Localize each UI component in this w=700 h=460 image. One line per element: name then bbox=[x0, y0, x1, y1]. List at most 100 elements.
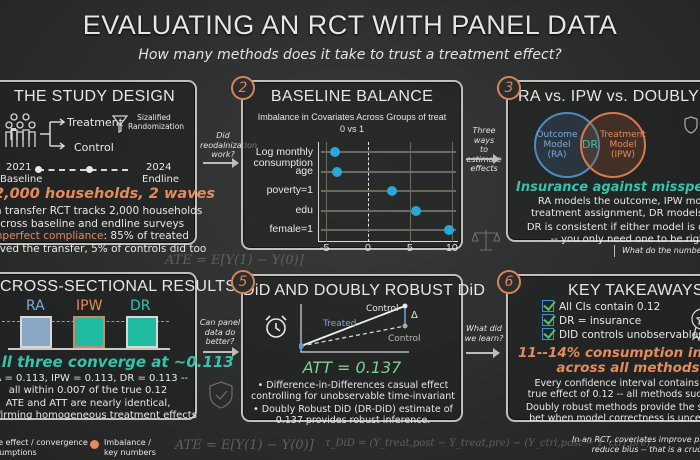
timeline-end-label: Endline bbox=[142, 174, 180, 185]
methods-text: RA models the outcome, IPW models treatm… bbox=[526, 196, 700, 245]
shield-icon bbox=[684, 116, 698, 134]
panel-study-design: THE STUDY DESIGN Treatment Control Sizal… bbox=[0, 80, 216, 255]
panel-title: RA vs. IPW vs. DOUBLY ROBUST bbox=[518, 88, 700, 105]
study-headline: 2,000 households, 2 waves bbox=[0, 186, 216, 202]
x-tick: 0 bbox=[365, 242, 371, 254]
funnel-icon bbox=[112, 115, 128, 133]
arrow-down-icon bbox=[614, 245, 615, 257]
data-point bbox=[444, 225, 454, 235]
bar-label-ipw: IPW bbox=[76, 298, 103, 314]
shield-check-icon bbox=[209, 381, 233, 409]
data-point bbox=[411, 206, 421, 216]
formula-ate-bottom: ATE = E[Y(1) − Y(0)] bbox=[175, 438, 314, 453]
did-text: • Difference-in-Differences casual effec… bbox=[250, 380, 456, 426]
gridline-v bbox=[326, 142, 327, 242]
legend-item-true-effect: True effect / convergence assumptions bbox=[0, 438, 88, 457]
arrow-right-icon bbox=[203, 158, 239, 168]
methods-headline: Insurance against misspecification bbox=[516, 180, 700, 195]
connector-label-4: Can panel data do better? bbox=[199, 318, 241, 346]
step-badge-2: 2 bbox=[231, 76, 255, 100]
study-text: Cash transfer RCT tracks 2,000 household… bbox=[0, 205, 207, 255]
checklist-item: DR = insurance bbox=[542, 314, 700, 328]
panel-methods: RA vs. IPW vs. DOUBLY ROBUST Outcome Mod… bbox=[506, 80, 700, 245]
did-delta: Δ bbox=[411, 310, 418, 321]
gridline-v bbox=[452, 142, 453, 242]
step-badge-5: 5 bbox=[231, 270, 255, 294]
venn-circle-ipw bbox=[580, 112, 646, 178]
branch-control-label: Control bbox=[74, 141, 114, 154]
panel-takeaways: KEY TAKEAWAYS All CIs contain 0.12 DR = … bbox=[506, 274, 700, 424]
gridline-row bbox=[321, 229, 456, 231]
timeline-dot bbox=[35, 166, 42, 173]
bar-ipw bbox=[73, 316, 105, 348]
bar-label-ra: RA bbox=[26, 298, 45, 314]
did-label-treated: Treated bbox=[323, 319, 357, 329]
panel-baseline-balance: BASELINE BALANCE Imbalance in Covariates… bbox=[241, 80, 463, 254]
x-tick: -5 bbox=[320, 242, 330, 254]
timeline-end-year: 2024 bbox=[146, 162, 172, 173]
step-badge-3: 3 bbox=[497, 76, 521, 100]
row-label: poverty=1 bbox=[266, 184, 313, 196]
branch-arrows-icon bbox=[40, 118, 66, 150]
panel-title: KEY TAKEAWAYS bbox=[568, 282, 700, 299]
panel-title: BASELINE BALANCE bbox=[270, 88, 434, 105]
did-headline: ATT = 0.137 bbox=[302, 358, 402, 377]
panel-title: THE STUDY DESIGN bbox=[14, 88, 175, 105]
bar-baseline bbox=[8, 348, 170, 350]
timeline-start-year: 2021 bbox=[6, 162, 32, 173]
arrow-right-icon bbox=[203, 347, 239, 357]
x-tick: 10 bbox=[446, 242, 458, 254]
timeline-start-label: Baseline bbox=[0, 174, 43, 185]
cross-text: RA = 0.113, IPW = 0.113, DR = 0.113 -- a… bbox=[0, 373, 197, 421]
takeaways-headline: 11--14% consumption increase across all … bbox=[518, 345, 700, 376]
timeline-dot bbox=[86, 166, 93, 173]
data-point bbox=[332, 167, 342, 177]
data-point bbox=[330, 147, 340, 157]
panel-title: DiD AND DOUBLY ROBUST DiD bbox=[243, 282, 486, 299]
gridline-v bbox=[410, 142, 411, 242]
checklist: All CIs contain 0.12 DR = insurance DID … bbox=[542, 300, 700, 342]
people-icon bbox=[5, 113, 36, 147]
panel-did: DiD AND DOUBLY ROBUST DiD Control Treate… bbox=[241, 274, 486, 426]
venn-label-ra: Outcome Model (RA) bbox=[536, 130, 578, 160]
checkbox-checked-icon bbox=[542, 300, 554, 312]
alarm-clock-icon bbox=[265, 315, 287, 338]
scales-icon bbox=[472, 230, 500, 251]
did-chart bbox=[299, 303, 409, 353]
row-label: edu bbox=[295, 204, 313, 216]
connector-label-5: What did we learn? bbox=[464, 324, 504, 343]
bar-label-dr: DR bbox=[130, 298, 151, 314]
checklist-item: All CIs contain 0.12 bbox=[542, 300, 700, 314]
did-label-control-bottom: Control bbox=[388, 334, 421, 344]
panel-cross-sectional: CROSS-SECTIONAL RESULTS RA IPW DR All th… bbox=[0, 272, 237, 421]
bar-dr bbox=[126, 316, 158, 348]
gridline-row bbox=[321, 210, 456, 212]
did-label-control-top: Control bbox=[366, 304, 399, 314]
row-label: age bbox=[295, 165, 313, 177]
chart-axis-y bbox=[318, 142, 319, 242]
checklist-item: DID controls unobservables bbox=[542, 328, 700, 342]
timeline-line bbox=[38, 169, 128, 171]
arrow-right-icon bbox=[466, 154, 500, 164]
cross-headline: All three converge at ~0.113 bbox=[0, 353, 234, 371]
bar-ra bbox=[20, 316, 52, 348]
formula-did: τ_DiD = (Y_treat,post − Y_treat,pre) − (… bbox=[325, 438, 651, 449]
branch-treatment-label: Treatment bbox=[67, 116, 123, 129]
footer-note: In an RCT, coveriates improve precision … bbox=[572, 435, 700, 454]
chart-axis-x bbox=[318, 241, 458, 242]
page-title: EVALUATING AN RCT WITH PANEL DATA bbox=[82, 10, 618, 40]
venn-overlap-dr: DR bbox=[581, 138, 599, 151]
venn-label-ipw: Treatment Model (IPW) bbox=[600, 130, 646, 160]
panel-title: CROSS-SECTIONAL RESULTS bbox=[0, 278, 237, 295]
gridline-row bbox=[321, 151, 456, 153]
chart-title: Imbalance in Covariates Across Groups of… bbox=[257, 112, 447, 134]
zero-line bbox=[368, 142, 369, 242]
gridline-row bbox=[321, 171, 456, 173]
checkbox-checked-icon bbox=[542, 328, 554, 340]
step-badge-6: 6 bbox=[497, 270, 521, 294]
page-subtitle: How many methods does it take to trust a… bbox=[138, 47, 562, 63]
data-point bbox=[387, 186, 397, 196]
row-label: Log monthly consumption bbox=[253, 146, 313, 169]
legend-item-imbalance: Imbalance / key numbers bbox=[104, 438, 156, 457]
award-ribbon-icon bbox=[691, 308, 700, 342]
